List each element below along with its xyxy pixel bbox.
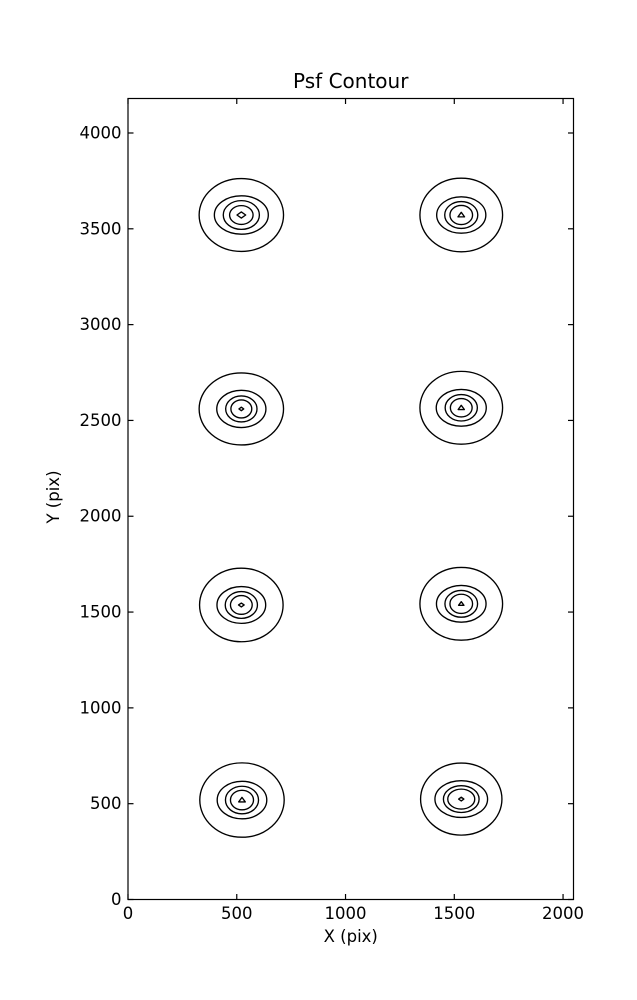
contour-ring [216, 389, 267, 429]
contour-inner-level [457, 796, 465, 802]
y-axis-label: Y (pix) [44, 470, 63, 524]
contour-ring [435, 196, 487, 234]
contour-inner-level [238, 406, 245, 412]
contour-inner-level [457, 211, 466, 218]
contour-blob [199, 762, 285, 838]
contour-blob [198, 177, 285, 253]
y-tick-label: 3500 [80, 219, 122, 238]
y-tick-label: 1000 [80, 698, 122, 717]
contour-blob [419, 370, 504, 445]
contour-ring [198, 372, 285, 446]
contour-ring [449, 397, 473, 418]
contour-ring [419, 566, 504, 641]
contour-inner-level [238, 796, 246, 803]
x-tick-label: 500 [221, 904, 253, 923]
contour-ring [419, 177, 504, 253]
contour-ring [213, 195, 269, 235]
plot-area-border [127, 97, 575, 901]
x-tick-label: 0 [123, 904, 134, 923]
contour-ring [444, 200, 479, 230]
contour-ring [198, 567, 284, 643]
contour-ring [199, 762, 285, 838]
contour-ring [442, 784, 480, 814]
contour-ring [447, 788, 476, 810]
contour-ring [435, 388, 487, 427]
contour-ring [216, 780, 268, 820]
y-tick-label: 1500 [80, 603, 122, 622]
y-tick-label: 2500 [80, 411, 122, 430]
y-tick-label: 4000 [80, 123, 122, 142]
y-tick-label: 3000 [80, 315, 122, 334]
contour-ring [444, 589, 479, 618]
contour-ring [229, 789, 255, 811]
contour-ring [435, 584, 487, 623]
plot-title: Psf Contour [293, 69, 409, 93]
x-tick-label: 1000 [325, 904, 367, 923]
contour-ring [224, 590, 259, 620]
contour-ring [449, 204, 474, 226]
x-tick-label: 1500 [433, 904, 475, 923]
contour-inner-level [236, 211, 247, 219]
y-tick-label: 500 [90, 794, 122, 813]
contour-blob [419, 566, 504, 641]
x-tick-label: 2000 [542, 904, 584, 923]
contours-layer [198, 177, 504, 838]
contour-ring [419, 370, 504, 445]
contour-ring [198, 177, 285, 253]
contour-ring [224, 785, 260, 815]
contour-inner-level [457, 601, 465, 606]
contour-ring [222, 199, 261, 231]
y-tick-label: 0 [111, 890, 122, 909]
x-axis-label: X (pix) [324, 927, 378, 946]
contour-ring [230, 399, 253, 419]
contour-ring [419, 762, 503, 836]
y-tick-label: 2000 [80, 507, 122, 526]
contour-blob [198, 567, 284, 643]
contour-ring [444, 393, 479, 422]
contour-inner-level [237, 602, 245, 608]
contour-ring [229, 594, 253, 616]
ticks-layer: 0 500 1000 1500 2000 0 500 1000 1500 2000 2500 3000… [80, 98, 584, 923]
contour-ring [224, 395, 258, 423]
contour-ring [449, 593, 474, 615]
contour-ring [228, 204, 254, 226]
contour-blob [419, 177, 504, 253]
contour-blob [198, 372, 285, 446]
contour-ring [216, 585, 267, 625]
contour-blob [419, 762, 503, 836]
contour-ring [434, 780, 489, 819]
contour-inner-level [457, 404, 466, 411]
